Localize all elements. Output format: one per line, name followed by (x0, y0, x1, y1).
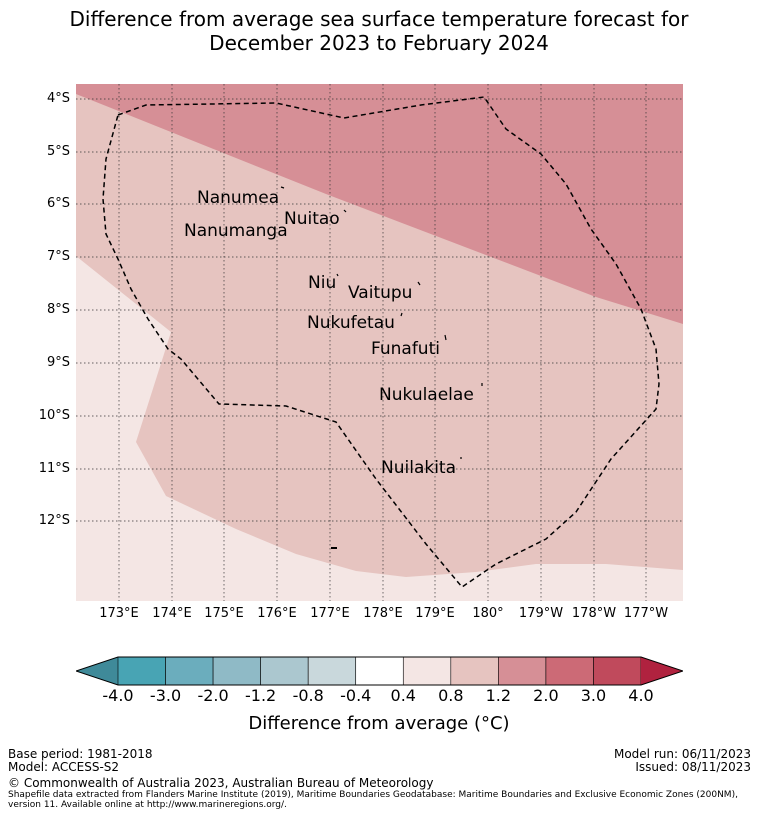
lon-label: 175°E (204, 606, 244, 621)
colorbar-tick-label: 0.4 (390, 686, 416, 705)
lon-label: 176°E (257, 606, 297, 621)
colorbar-tick-label: -4.0 (102, 686, 134, 705)
place-label-vaitupu: Vaitupu (348, 283, 413, 303)
place-label-nanumanga: Nanumanga (184, 221, 288, 241)
island-niu (336, 273, 339, 277)
colorbar-tick-label: -0.4 (340, 686, 372, 705)
lon-label: 173°E (99, 606, 139, 621)
lat-label: 12°S (38, 513, 70, 528)
colorbar-tick-label: 3.0 (580, 686, 607, 705)
source-note: Shapefile data extracted from Flanders M… (8, 790, 738, 810)
place-label-nanumea: Nanumea (197, 188, 280, 208)
island-nanumea (280, 186, 285, 189)
colorbar-tick-label: 2.0 (533, 686, 559, 705)
colorbar-cell (355, 656, 404, 686)
colorbar-cell (450, 656, 499, 686)
lon-label: 179°W (518, 606, 564, 621)
colorbar-tick-label: 0.8 (438, 686, 464, 705)
island-nukufetau (400, 312, 403, 317)
colorbar-tick-label: 4.0 (628, 686, 654, 705)
map-canvas (76, 84, 683, 601)
island-funafuti (444, 334, 447, 341)
colorbar-title: Difference from average (°C) (248, 713, 510, 734)
lon-label: 178°W (571, 606, 617, 621)
colorbar-graphic (74, 656, 685, 686)
colorbar-cell (117, 656, 166, 686)
colorbar-cell (545, 656, 594, 686)
lat-label: 4°S (46, 91, 70, 106)
colorbar-tick-label: -2.0 (197, 686, 229, 705)
place-label-nuitao: Nuitao (284, 209, 340, 229)
colorbar-cell (307, 656, 357, 686)
island-markers (280, 186, 483, 549)
colorbar-tick-label: -0.8 (292, 686, 324, 705)
place-label-niu: Niu (308, 273, 337, 293)
place-label-nukulaelae: Nukulaelae (379, 385, 474, 405)
title-line-1: Difference from average sea surface temp… (69, 7, 689, 31)
place-label-nuilakita: Nuilakita (381, 458, 457, 478)
lat-label: 5°S (46, 144, 70, 159)
lat-label: 7°S (46, 249, 70, 264)
gridlines (76, 84, 683, 601)
map-title: Difference from average sea surface temp… (0, 7, 758, 55)
colorbar-cell (212, 656, 261, 686)
lon-label: 180° (472, 606, 504, 621)
lon-label: 177°W (623, 606, 669, 621)
copyright: © Commonwealth of Australia 2023, Austra… (8, 776, 434, 790)
place-label-nukufetau: Nukufetau (307, 313, 395, 333)
lat-label: 10°S (38, 408, 70, 423)
colorbar-tick-label: -3.0 (149, 686, 182, 705)
zone-dark (76, 84, 683, 324)
colorbar-under-arrow (76, 657, 118, 685)
colorbar (74, 656, 685, 686)
island-nuitao (343, 209, 347, 213)
island-vaitupu (417, 281, 421, 286)
model-name: Model: ACCESS-S2 (8, 760, 120, 774)
lat-label: 11°S (38, 461, 70, 476)
map-panel (76, 84, 683, 601)
colorbar-tick-label: 1.2 (485, 686, 512, 705)
place-label-funafuti: Funafuti (371, 339, 440, 359)
eez-boundary (102, 96, 660, 589)
lat-label: 8°S (46, 302, 70, 317)
colorbar-over-arrow (641, 657, 683, 685)
lon-label: 174°E (152, 606, 192, 621)
lat-label: 6°S (46, 196, 70, 211)
lon-label: 179°E (415, 606, 455, 621)
colorbar-cell (402, 656, 452, 686)
lon-label: 178°E (363, 606, 403, 621)
title-line-2: December 2023 to February 2024 (209, 31, 549, 55)
base-period: Base period: 1981-2018 (8, 747, 153, 761)
colorbar-cell (260, 656, 309, 686)
model-run: Model run: 06/11/2023 (613, 747, 751, 761)
colorbar-cell (498, 656, 547, 686)
lat-label: 9°S (46, 355, 70, 370)
colorbar-tick-label: -1.2 (245, 686, 277, 705)
lon-label: 177°E (310, 606, 350, 621)
issued-date: Issued: 08/11/2023 (635, 760, 751, 774)
colorbar-cell (593, 656, 642, 686)
colorbar-cell (165, 656, 214, 686)
